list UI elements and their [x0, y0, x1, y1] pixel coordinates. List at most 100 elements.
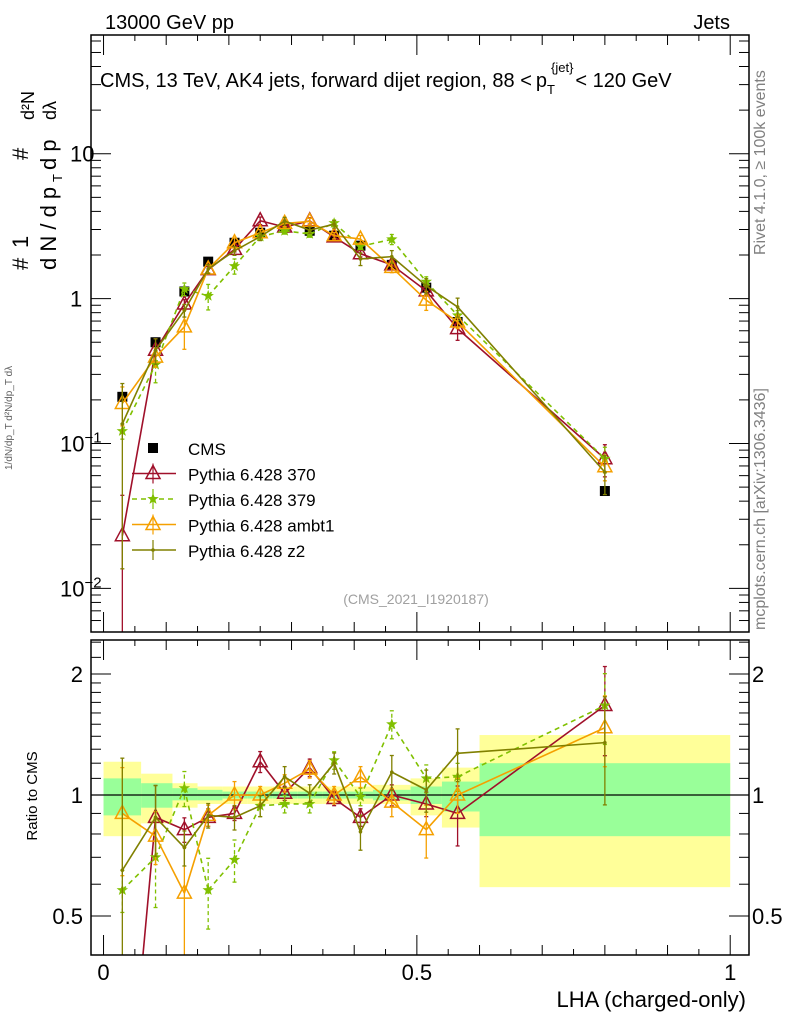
data-point — [232, 248, 237, 253]
series-line-segment — [425, 285, 459, 308]
data-point — [202, 884, 214, 895]
series-line-segment — [359, 771, 393, 833]
data-point — [232, 815, 237, 820]
ratio-panel: 0.5 0.5 1 1 2 2 0 0.5 1 — [52, 639, 783, 985]
data-point — [418, 820, 435, 836]
legend-marker — [147, 493, 159, 504]
series-line-segment — [425, 299, 459, 323]
title-main: CMS, 13 TeV, AK4 jets, forward dijet reg… — [100, 60, 672, 97]
series-line-segment — [333, 223, 362, 260]
x-axis-label: LHA (charged-only) — [556, 987, 746, 1012]
data-point — [449, 803, 466, 820]
data-point — [354, 790, 367, 802]
data-point — [301, 759, 318, 775]
data-point — [390, 254, 394, 259]
tick-base: 10 — [60, 576, 84, 601]
series-line-segment — [183, 268, 209, 311]
data-point — [358, 257, 363, 261]
data-point — [153, 815, 158, 820]
data-point — [282, 775, 287, 779]
legend-label-cms: CMS — [188, 440, 226, 459]
legend-label: Pythia 6.428 379 — [188, 491, 316, 510]
series-line-segment — [121, 356, 157, 404]
data-point — [120, 868, 125, 873]
series-line-segment — [284, 776, 311, 794]
data-point — [449, 312, 466, 328]
series-line-segment — [284, 220, 310, 231]
svg-text:d²N: d²N — [18, 91, 38, 120]
data-point — [418, 290, 435, 306]
ratio-y-tick-label-right: 0.5 — [752, 904, 783, 929]
series-line-segment — [183, 815, 209, 894]
y-axis-label-plain: 1/dN/dp_T d²N/dp_T dλ — [4, 366, 15, 470]
series-line-segment — [359, 723, 393, 798]
legend-label: Pythia 6.428 ambt1 — [188, 517, 334, 536]
series-line-segment — [457, 741, 605, 755]
data-point — [282, 219, 287, 223]
ratio-y-tick-label-right: 1 — [752, 783, 764, 808]
data-point — [226, 785, 243, 801]
series-line-segment — [309, 223, 335, 231]
svg-text:dλ: dλ — [40, 101, 60, 120]
series-line-segment — [121, 350, 157, 536]
series-line-segment — [457, 314, 606, 460]
y-axis-label: # 1 d N / d p T # d p d²N dλ — [8, 91, 65, 270]
tick-base: 1 — [70, 287, 82, 312]
series-line-segment — [207, 859, 236, 891]
series-line-segment — [183, 268, 209, 328]
data-point — [278, 798, 291, 809]
legend-label: Pythia 6.428 370 — [188, 466, 316, 485]
series-line-segment — [121, 364, 157, 432]
data-point — [182, 308, 187, 313]
series-line-segment — [457, 306, 606, 473]
series-line-segment — [207, 794, 235, 816]
data-point — [304, 798, 316, 809]
data-point — [390, 770, 394, 774]
ratio-bands — [103, 735, 731, 888]
series-line-segment — [457, 704, 606, 815]
data-point — [278, 224, 291, 236]
series-line-segment — [234, 235, 261, 252]
header-right: Jets — [693, 12, 730, 34]
series-line-segment — [333, 797, 361, 818]
data-point — [258, 804, 263, 808]
series-line-segment — [121, 856, 157, 891]
series-line-segment — [183, 814, 209, 849]
data-point — [352, 229, 369, 245]
series-line-segment — [233, 761, 261, 814]
series-line-segment — [234, 231, 261, 244]
legend-label: Pythia 6.428 z2 — [188, 542, 305, 561]
series-line-segment — [207, 250, 235, 270]
series-line-segment — [259, 776, 286, 807]
series-line-segment — [333, 762, 362, 833]
data-point — [325, 785, 343, 801]
series-line-segment — [391, 238, 427, 283]
tick-exp: −1 — [84, 430, 101, 447]
data-point — [206, 813, 210, 818]
data-point — [176, 883, 193, 899]
svg-text:#: # — [8, 257, 33, 270]
data-point — [358, 830, 363, 834]
tick-base: 10 — [60, 432, 84, 457]
series-line-segment — [457, 704, 606, 778]
series-line-segment — [309, 762, 335, 794]
data-point — [258, 234, 263, 239]
data-point — [455, 305, 460, 309]
ratio-frame — [90, 639, 750, 956]
mcplots-label: mcplots.cern.ch [arXiv:1306.3436] — [752, 388, 769, 630]
series-line-segment — [154, 816, 185, 849]
series-line-segment — [208, 814, 235, 819]
series-line-segment — [425, 281, 459, 316]
data-point — [332, 222, 336, 226]
data-point — [603, 470, 607, 474]
tick-base: 10 — [70, 142, 94, 167]
data-point — [332, 761, 336, 765]
series-line-segment — [333, 222, 361, 247]
series-line-segment — [284, 230, 310, 235]
tick-exp: −2 — [84, 574, 101, 591]
data-point — [153, 348, 158, 353]
y-tick-label: 10 — [70, 142, 94, 167]
data-point — [202, 289, 214, 301]
svg-text:d N / d p: d N / d p — [36, 187, 61, 270]
